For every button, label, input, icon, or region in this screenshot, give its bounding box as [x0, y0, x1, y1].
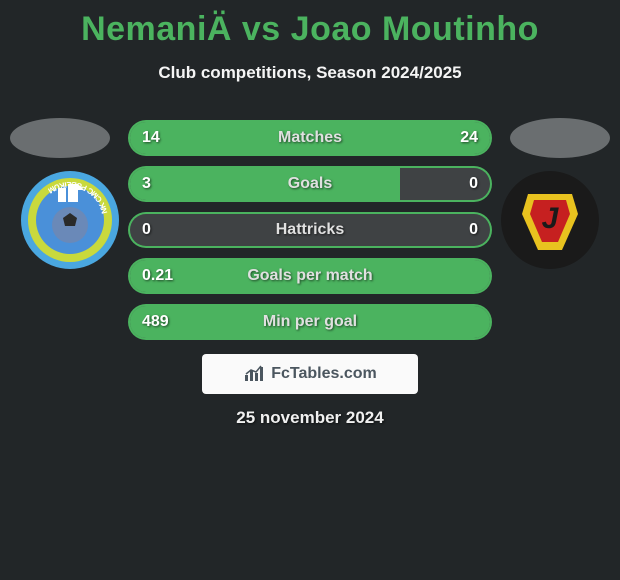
stat-value-right: 0	[469, 168, 478, 200]
stats-container: Matches1424Goals30Hattricks00Goals per m…	[130, 122, 490, 352]
stat-label: Goals per match	[130, 260, 490, 292]
branding-text: FcTables.com	[271, 365, 377, 383]
stat-row: Matches14 24	[130, 122, 490, 154]
stat-value-left: 489	[142, 306, 169, 338]
stat-row: Min per goal489	[130, 306, 490, 338]
stat-value-left: 0.21	[142, 260, 173, 292]
stat-value-right: 0	[469, 214, 478, 246]
stat-label: Hattricks	[130, 214, 490, 246]
stat-label: Matches	[130, 122, 490, 154]
chart-icon	[243, 365, 265, 383]
stat-value-right: 24	[460, 122, 478, 154]
stat-row: Goals per match0.21	[130, 260, 490, 292]
stat-label: Goals	[130, 168, 490, 200]
stat-label: Min per goal	[130, 306, 490, 338]
club-badge-right: J	[500, 170, 600, 270]
svg-text:J: J	[542, 202, 560, 235]
stat-row: Hattricks0 0	[130, 214, 490, 246]
page-title: NemaniÄ vs Joao Moutinho	[0, 0, 620, 49]
stat-value-left: 3	[142, 168, 151, 200]
stat-value-left: 14	[142, 122, 160, 154]
player-avatar-left	[10, 118, 110, 158]
player-avatar-right	[510, 118, 610, 158]
stat-value-left: 0	[142, 214, 151, 246]
subtitle: Club competitions, Season 2024/2025	[0, 63, 620, 83]
branding-badge: FcTables.com	[202, 354, 418, 394]
club-badge-left: NK CMC PUBLIKUM	[20, 170, 120, 270]
stat-row: Goals3 0	[130, 168, 490, 200]
date-text: 25 november 2024	[0, 408, 620, 428]
